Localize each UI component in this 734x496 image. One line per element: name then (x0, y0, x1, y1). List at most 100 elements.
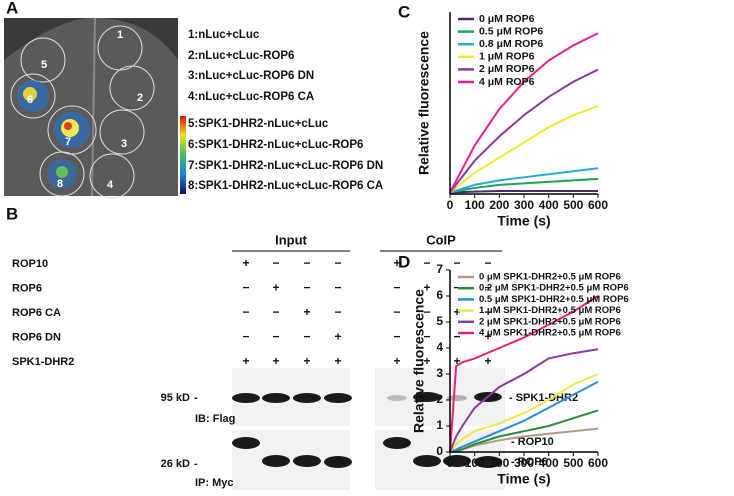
group-label: Input (275, 232, 307, 247)
sign: + (423, 281, 430, 295)
circle-label: 8 (57, 178, 63, 190)
y-tick-label: 6 (436, 288, 443, 302)
sign: + (453, 305, 460, 319)
legend-entry: 0.2 μM SPK1-DHR2+0.5 μM ROP6 (479, 283, 629, 294)
legend-entry: 2 μM ROP6 (479, 63, 535, 75)
legend-entry: 2 μM SPK1-DHR2+0.5 μM ROP6 (479, 316, 621, 327)
sign: + (334, 330, 341, 344)
luminescence (17, 80, 90, 189)
sign: − (393, 330, 400, 344)
sign: + (303, 354, 310, 368)
x-tick-label: 100 (465, 198, 485, 212)
sign: − (334, 281, 341, 295)
y-tick-label: 7 (436, 262, 443, 276)
y-tick-label: 3 (436, 366, 443, 380)
x-tick-label: 600 (588, 456, 608, 470)
sign: − (242, 305, 249, 319)
data-line (449, 177, 599, 194)
sign: − (453, 330, 460, 344)
circle-label: 4 (107, 179, 114, 191)
legend-entry: 0 μM SPK1-DHR2+0.5 μM ROP6 (479, 272, 621, 283)
sign: + (334, 354, 341, 368)
legend-entry: 3:nLuc+cLuc-ROP6 DN (188, 70, 314, 82)
sign: − (423, 256, 430, 270)
band-label: - ROP10 (511, 436, 554, 448)
panel-letter: A (6, 0, 18, 17)
leaf (4, 17, 178, 196)
dash: - (194, 458, 198, 470)
data-line (449, 295, 599, 453)
group-label: CoIP (426, 232, 456, 247)
sign: + (484, 330, 491, 344)
circle-label: 5 (41, 59, 47, 71)
circle-label: 3 (121, 138, 127, 150)
x-tick-label: 100 (465, 456, 485, 470)
sign: + (303, 305, 310, 319)
colorbar (180, 116, 186, 194)
panel-letter: D (398, 252, 410, 271)
x-tick-label: 200 (489, 456, 509, 470)
legend-entry: 0.8 μM ROP6 (479, 38, 543, 50)
sign: − (272, 305, 279, 319)
row-label: ROP10 (12, 258, 48, 270)
sign: − (423, 305, 430, 319)
x-tick-label: 300 (514, 198, 534, 212)
row-label: SPK1-DHR2 (12, 356, 74, 368)
sign: + (453, 354, 460, 368)
sign: − (423, 330, 430, 344)
row-label: ROP6 DN (12, 331, 61, 343)
y-tick-label: 2 (436, 392, 443, 406)
sign: + (423, 354, 430, 368)
y-tick-label: 4 (436, 340, 443, 354)
band-label: - ROP6 (511, 456, 548, 468)
y-tick-label: 1 (436, 418, 443, 432)
sign: + (242, 256, 249, 270)
blot-label: IP: Myc (195, 477, 234, 489)
sign: + (272, 281, 279, 295)
sign: − (334, 305, 341, 319)
y-tick-label: 0 (436, 444, 443, 458)
legend-entry: 0.5 μM ROP6 (479, 25, 543, 37)
y-axis-label: Relative fluorescence (411, 289, 427, 433)
y-axis-label: Relative fluorescence (416, 31, 432, 175)
data-line (449, 189, 598, 194)
sign: − (453, 256, 460, 270)
data-line (449, 373, 599, 453)
sign: − (393, 305, 400, 319)
row-label: ROP6 (12, 282, 42, 294)
legend-entry: 4:nLuc+cLuc-ROP6 CA (188, 91, 314, 103)
x-axis-label: Time (s) (497, 471, 550, 487)
sign: − (242, 281, 249, 295)
legend-entry: 5:SPK1-DHR2-nLuc+cLuc (188, 118, 329, 130)
legend-entry: 1:nLuc+cLuc (188, 29, 260, 41)
legend-entry: 6:SPK1-DHR2-nLuc+cLuc-ROP6 (188, 139, 363, 151)
sign: − (484, 281, 491, 295)
sign: + (484, 354, 491, 368)
sign: + (393, 256, 400, 270)
sign: − (484, 305, 491, 319)
x-tick-label: 0 (447, 198, 454, 212)
circle-label: 7 (65, 136, 71, 148)
x-tick-label: 600 (588, 198, 608, 212)
circle-label: 2 (137, 92, 143, 104)
data-line (449, 409, 599, 453)
data-line (449, 167, 599, 194)
y-tick-label: 5 (436, 314, 443, 328)
sign: − (334, 256, 341, 270)
x-tick-label: 200 (489, 198, 509, 212)
dash: - (194, 392, 198, 404)
sign: − (272, 256, 279, 270)
data-line (449, 105, 599, 194)
sign: − (242, 330, 249, 344)
blot-size: 26 kD (161, 458, 190, 470)
sign: − (484, 256, 491, 270)
data-line (449, 380, 599, 453)
circle-label: 6 (27, 94, 33, 106)
sign: − (303, 256, 310, 270)
x-tick-label: 300 (514, 456, 534, 470)
x-tick-label: 0 (447, 456, 454, 470)
sign: − (272, 330, 279, 344)
legend-entry: 4 μM SPK1-DHR2+0.5 μM ROP6 (479, 328, 621, 339)
legend-entry: 7:SPK1-DHR2-nLuc+cLuc-ROP6 DN (188, 160, 383, 172)
